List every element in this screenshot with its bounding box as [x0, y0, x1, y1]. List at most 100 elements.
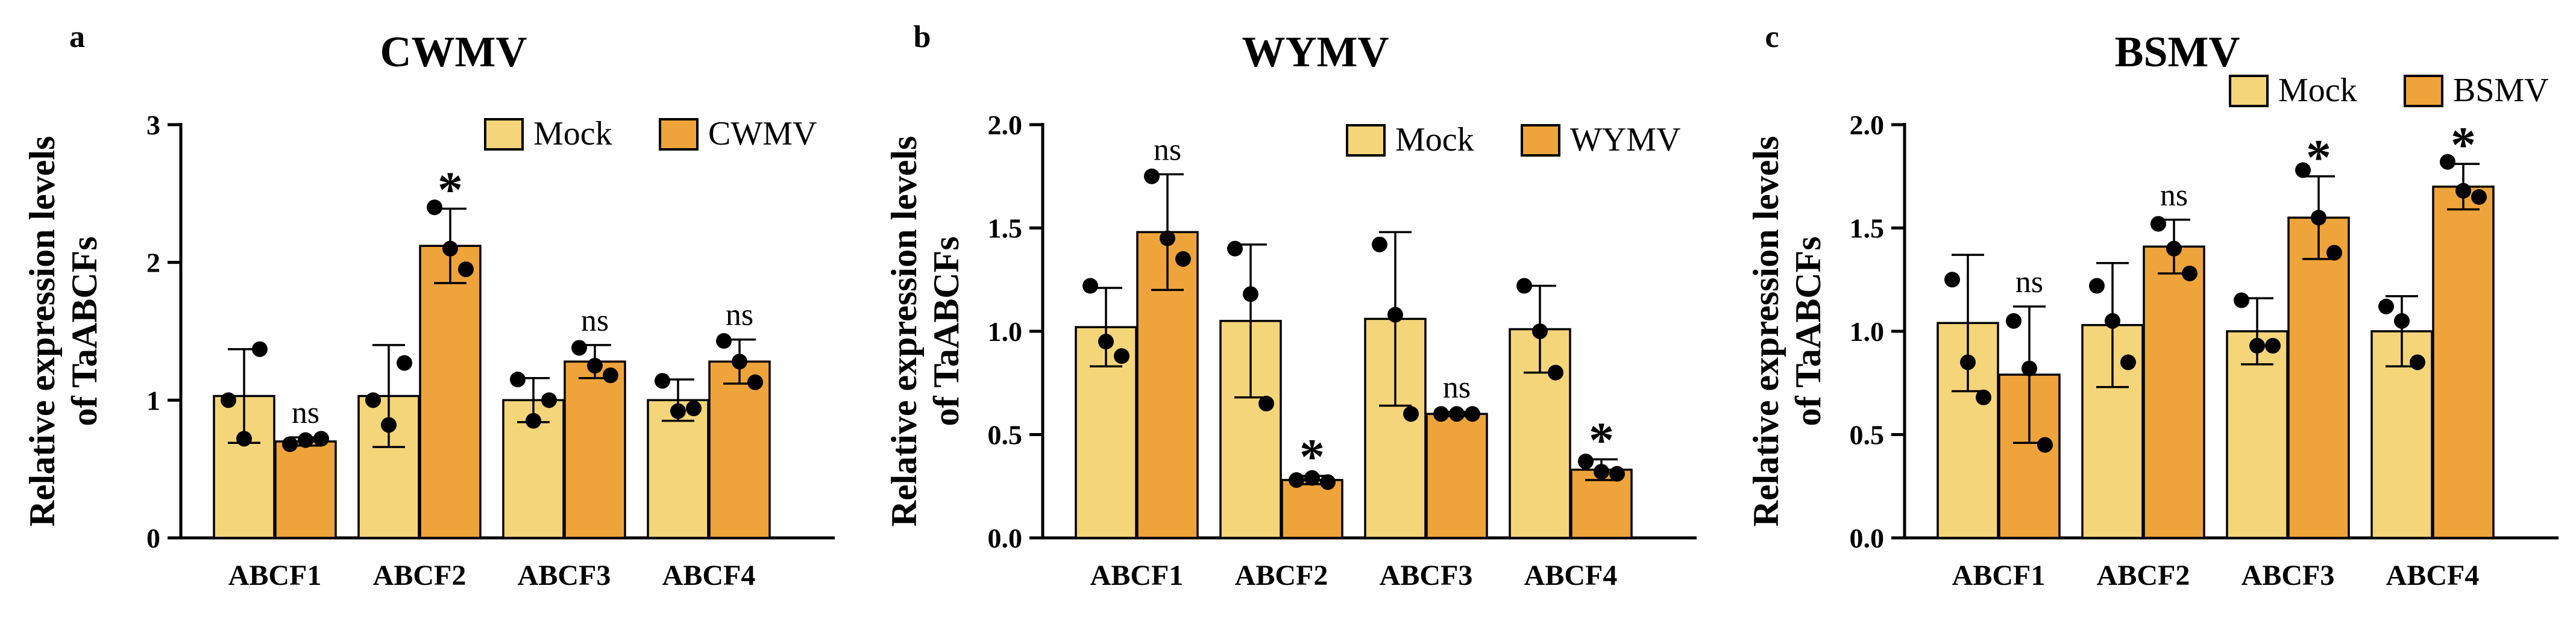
data-point [603, 367, 618, 384]
y-tick-label: 0.5 [1850, 420, 1885, 451]
data-point [1258, 396, 1274, 412]
chart-title: BSMV [2114, 28, 2240, 76]
data-point [313, 431, 329, 447]
data-point [2455, 183, 2471, 199]
x-tick-label: ABCF1 [1952, 560, 2046, 591]
data-point [1289, 472, 1304, 488]
x-tick-label: ABCF3 [1380, 560, 1473, 591]
data-point [716, 333, 732, 349]
significance-ns: ns [2160, 178, 2188, 213]
data-point [2326, 245, 2342, 261]
significance-star: * [1299, 429, 1325, 485]
data-point [1304, 470, 1320, 486]
y-tick-label: 2.0 [988, 110, 1023, 140]
legend-swatch-bsmv [2404, 75, 2443, 107]
data-point [1160, 230, 1175, 246]
x-tick-label: ABCF4 [662, 560, 756, 591]
bar-bsmv-abcf3 [2287, 216, 2350, 539]
data-point [1532, 323, 1548, 339]
data-point [1403, 406, 1419, 422]
data-point [541, 392, 557, 408]
data-point [442, 240, 458, 257]
y-axis-label: of TaABCFs [64, 236, 104, 426]
data-point [2089, 278, 2105, 294]
y-axis-label: Relative expression levels [22, 136, 62, 527]
chart-title: WYMV [1242, 28, 1389, 76]
bar-cwmv-abcf4 [708, 360, 771, 539]
y-axis-label: of TaABCFs [926, 236, 966, 426]
y-axis-label: of TaABCFs [1788, 236, 1828, 426]
bar-wymv-abcf2 [1281, 479, 1343, 539]
chart-panel-b: b WYMV Relative expression levels of TaABCF… [884, 20, 1697, 591]
chart-panel-a: a CWMV Relative expression levels of TaABCF… [22, 20, 835, 591]
y-tick-label: 3 [146, 110, 160, 140]
y-tick-label: 1.5 [988, 213, 1023, 244]
panel-letter: a [69, 20, 85, 54]
bar-wymv-abcf3 [1425, 413, 1488, 539]
significance-ns: ns [292, 396, 319, 430]
data-point [2394, 313, 2410, 329]
y-tick-label: 1.0 [1850, 316, 1885, 347]
data-point [2022, 360, 2037, 376]
bar-cwmv-abcf2 [419, 245, 482, 539]
data-point [282, 436, 298, 452]
data-point [1960, 354, 1976, 370]
x-tick-label: ABCF1 [228, 560, 322, 591]
x-tick-label: ABCF2 [2097, 560, 2190, 591]
data-point [252, 341, 268, 357]
data-point [2234, 292, 2249, 308]
x-tick-label: ABCF1 [1090, 560, 1184, 591]
data-point [686, 401, 702, 417]
data-point [2471, 189, 2487, 205]
x-tick-label: ABCF3 [518, 560, 611, 591]
y-axis-label: Relative expression levels [884, 136, 924, 527]
significance-ns: ns [726, 298, 753, 332]
x-tick-label: ABCF4 [1524, 560, 1618, 591]
significance-star: * [438, 161, 463, 217]
data-point [2440, 154, 2455, 170]
chart-panel-c: c BSMV Relative expression levels of TaABCF… [1746, 20, 2559, 591]
significance-star: * [1589, 413, 1614, 469]
x-tick-label: ABCF2 [373, 560, 467, 591]
legend-label: CWMV [708, 115, 817, 152]
data-point [1243, 286, 1258, 302]
significance-ns: ns [1154, 133, 1181, 167]
legend-swatch-mock [484, 118, 524, 151]
data-point [510, 372, 526, 388]
data-point [2150, 216, 2166, 232]
data-point [526, 413, 541, 429]
legend-label: Mock [1395, 121, 1474, 158]
bar-mock-abcf4 [647, 399, 709, 539]
data-point [1578, 454, 1594, 470]
data-point [1227, 240, 1243, 257]
bar-bsmv-abcf4 [2432, 186, 2495, 539]
data-point [587, 358, 603, 374]
data-point [397, 355, 412, 371]
legend-label: Mock [533, 115, 612, 152]
data-point [427, 199, 442, 216]
data-point [2105, 313, 2120, 329]
bar-cwmv-abcf1 [274, 440, 337, 539]
y-tick-label: 0.0 [1850, 523, 1885, 554]
data-point [1944, 272, 1960, 288]
panel-letter: c [1765, 20, 1779, 54]
chart-title: CWMV [380, 28, 527, 76]
significance-ns: ns [581, 304, 609, 338]
data-point [1433, 406, 1449, 422]
data-point [221, 392, 236, 408]
bar-mock-abcf3 [2226, 330, 2289, 539]
data-point [2265, 338, 2281, 354]
legend-label: BSMV [2453, 72, 2549, 109]
data-point [2120, 354, 2136, 370]
significance-ns: ns [1443, 370, 1471, 405]
y-tick-label: 1 [146, 385, 160, 416]
data-point [1082, 278, 1098, 294]
data-point [1609, 466, 1625, 482]
data-point [236, 431, 252, 447]
y-tick-label: 1.0 [988, 316, 1023, 347]
legend-label: WYMV [1570, 121, 1681, 158]
legend-swatch-mock [1346, 124, 1386, 157]
significance-star: * [2451, 117, 2476, 173]
data-point [365, 392, 381, 408]
